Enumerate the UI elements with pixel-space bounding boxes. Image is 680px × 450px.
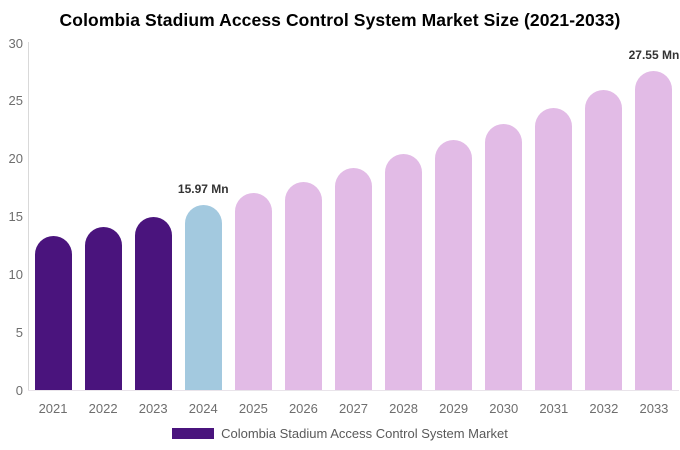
bar-2026 — [284, 181, 322, 390]
bar-2021 — [34, 236, 72, 390]
legend: Colombia Stadium Access Control System M… — [0, 425, 680, 441]
y-axis-tick-label: 20 — [8, 151, 23, 167]
y-axis-tick-label: 25 — [8, 93, 23, 109]
bar-2032 — [585, 90, 623, 390]
x-axis-label-2022: 2022 — [88, 401, 118, 416]
x-axis-label-2033: 2033 — [639, 401, 669, 416]
legend-swatch — [172, 427, 215, 439]
bar-2022 — [84, 226, 122, 390]
x-axis-label-2023: 2023 — [138, 401, 168, 416]
x-axis-label-2024: 2024 — [188, 401, 218, 416]
x-axis-label-2032: 2032 — [589, 401, 619, 416]
x-axis-label-2030: 2030 — [489, 401, 519, 416]
bar-2031 — [535, 107, 573, 390]
x-axis-label-2025: 2025 — [238, 401, 268, 416]
bar-2023 — [134, 216, 172, 390]
bar-2033 — [635, 71, 673, 390]
y-axis-tick-label: 10 — [8, 266, 23, 282]
x-axis-label-2029: 2029 — [439, 401, 469, 416]
y-axis-tick-label: 15 — [8, 209, 23, 224]
value-annotation-2024: 15.97 Mn — [177, 182, 229, 197]
bar-2027 — [335, 167, 372, 390]
x-axis-label-2027: 2027 — [339, 401, 368, 416]
x-axis-label-2026: 2026 — [288, 401, 318, 416]
value-annotation-2033: 27.55 Mn — [628, 48, 680, 63]
x-axis-label-2021: 2021 — [38, 401, 68, 416]
y-axis-tick-label: 30 — [8, 35, 23, 51]
x-axis-label-2028: 2028 — [389, 401, 419, 416]
bar-2029 — [435, 140, 473, 390]
y-axis-tick-label: 5 — [15, 324, 23, 340]
legend-label: Colombia Stadium Access Control System M… — [221, 425, 508, 441]
x-axis-label-2031: 2031 — [539, 401, 569, 416]
bar-2025 — [234, 193, 272, 390]
y-axis-line — [28, 42, 29, 391]
chart-title: Colombia Stadium Access Control System M… — [59, 10, 621, 30]
y-axis-tick-label: 0 — [15, 382, 23, 398]
bar-2030 — [485, 123, 523, 390]
bar-2028 — [385, 154, 423, 390]
x-axis-line — [28, 390, 679, 391]
bar-2024 — [184, 205, 222, 390]
